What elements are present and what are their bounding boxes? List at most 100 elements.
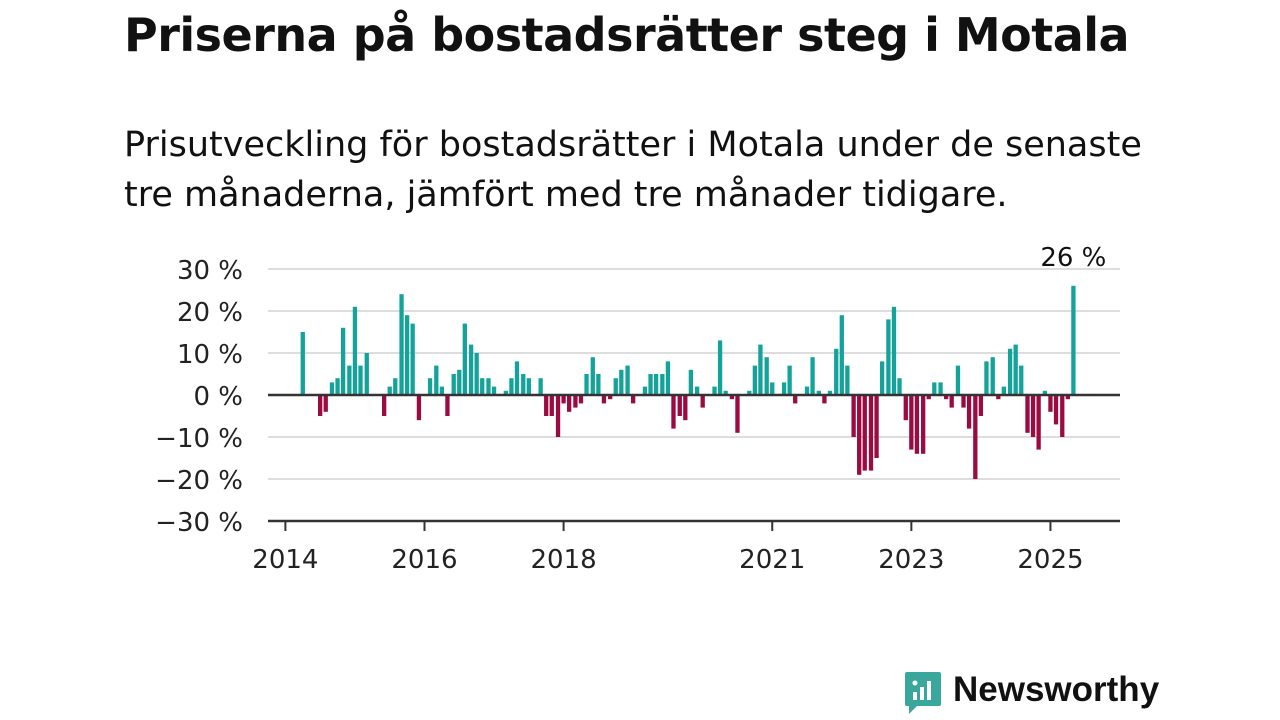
bar: [891, 306, 897, 395]
bar: [903, 395, 908, 421]
chart-title: Priserna på bostadsrätter steg i Motala: [124, 8, 1130, 62]
bar: [787, 365, 792, 395]
bar: [660, 374, 665, 395]
bar: [938, 382, 943, 395]
bar: [874, 395, 879, 458]
bar: [886, 319, 891, 395]
bar: [834, 348, 839, 395]
bar: [879, 361, 885, 395]
bar: [404, 315, 410, 395]
bar: [509, 378, 514, 395]
bar: [648, 374, 653, 395]
grid-lines: [268, 268, 1120, 480]
bar: [683, 395, 688, 421]
bar: [619, 369, 624, 395]
bar: [503, 390, 509, 395]
bar: [526, 378, 531, 395]
bar: [590, 357, 595, 395]
bar: [1001, 386, 1006, 395]
x-tick-label: 2014: [252, 545, 318, 575]
bar: [694, 386, 700, 395]
bar: [1013, 344, 1018, 395]
bar: [601, 395, 607, 404]
bar: [630, 395, 636, 404]
bar: [358, 365, 363, 395]
bar: [352, 306, 358, 395]
bar: [416, 395, 422, 421]
bar: [399, 294, 404, 395]
bar: [1019, 365, 1024, 395]
bar: [665, 361, 671, 395]
bar: [822, 395, 827, 404]
x-tick-label: 2018: [531, 545, 597, 575]
bar: [712, 386, 717, 395]
bar: [335, 378, 340, 395]
bar: [770, 382, 775, 395]
bar: [642, 386, 648, 395]
bar: [300, 332, 305, 395]
bar: [764, 357, 769, 395]
bar: [468, 344, 474, 395]
bar: [1053, 395, 1059, 425]
bar: [521, 374, 526, 395]
bar: [340, 327, 346, 395]
bar: [613, 378, 618, 395]
bar: [653, 374, 659, 395]
bar: [323, 395, 328, 412]
bar: [439, 386, 445, 395]
bar: [584, 374, 589, 395]
bar: [451, 374, 456, 395]
bar: [932, 382, 937, 395]
bar: [677, 395, 682, 416]
bar: [1042, 390, 1048, 395]
bar: [364, 353, 369, 395]
x-tick-label: 2025: [1017, 545, 1083, 575]
bar: [914, 395, 920, 454]
x-tick-label: 2021: [739, 545, 805, 575]
y-tick-label: 20 %: [177, 298, 243, 328]
bar: [567, 395, 572, 412]
y-tick-label: 0 %: [193, 382, 243, 412]
y-tick-label: −20 %: [155, 466, 243, 496]
bar: [717, 340, 723, 395]
y-tick-label: 10 %: [177, 340, 243, 370]
bar: [735, 395, 740, 433]
bar: [347, 365, 352, 395]
bar: [804, 386, 810, 395]
y-tick-label: −10 %: [155, 424, 243, 454]
bar: [949, 395, 954, 408]
y-axis-ticks: 30 % 20 % 10 % 0 % −10 % −20 % −30 %: [155, 256, 243, 538]
bar: [514, 361, 520, 395]
bar: [845, 365, 850, 395]
bar: [758, 344, 763, 395]
bar: [427, 378, 433, 395]
bar: [410, 323, 415, 395]
bar: [538, 378, 543, 395]
bar: [990, 357, 995, 395]
bar: [926, 395, 931, 400]
bar: [700, 395, 705, 408]
bar: [608, 395, 613, 400]
bar: [688, 369, 694, 395]
bar: [486, 378, 491, 395]
bar: [1071, 285, 1076, 395]
bar: [973, 395, 978, 479]
bars: [300, 285, 1076, 479]
bar: [984, 361, 989, 395]
bar: [1007, 348, 1013, 395]
bar: [671, 395, 676, 429]
bar: [961, 395, 966, 408]
bar: [480, 378, 485, 395]
bar: [491, 386, 497, 395]
bar: [457, 369, 462, 395]
bar: [955, 365, 961, 395]
chart-subtitle: Prisutveckling för bostadsrätter i Motal…: [124, 125, 1142, 215]
bar: [857, 395, 862, 475]
bar: [943, 395, 949, 400]
bar: [897, 378, 902, 395]
bar: [573, 395, 578, 408]
bar: [434, 365, 439, 395]
bar: [921, 395, 926, 454]
bar: [445, 395, 450, 416]
